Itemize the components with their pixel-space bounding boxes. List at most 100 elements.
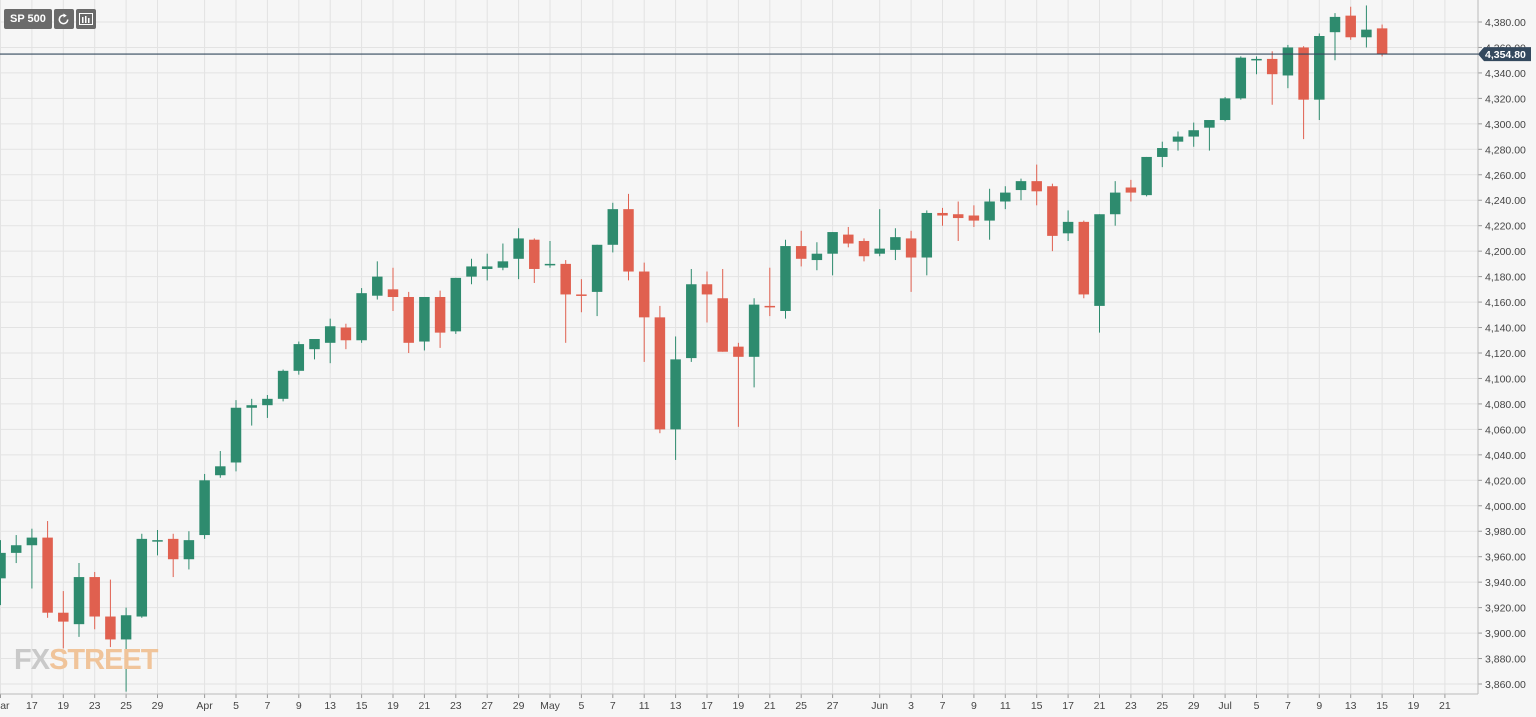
y-tick-label: 4,020.00 — [1485, 475, 1526, 487]
y-tick-label: 4,180.00 — [1485, 272, 1526, 284]
candle-up — [874, 209, 885, 257]
symbol-label[interactable]: SP 500 — [4, 9, 52, 29]
candle-body — [968, 215, 980, 221]
candle-body — [858, 240, 870, 257]
candle-body — [1094, 214, 1105, 306]
candle-up — [293, 341, 305, 375]
candle-up — [670, 336, 681, 460]
candle-up — [215, 451, 226, 478]
candle-body — [419, 296, 430, 342]
candle-up — [26, 528, 38, 589]
candle-up — [1000, 186, 1011, 210]
current-price: 4,354.80 — [0, 47, 1531, 62]
x-tick-label: 5 — [578, 700, 584, 712]
refresh-icon[interactable] — [53, 9, 74, 29]
candle-body — [1204, 120, 1215, 128]
candle-up — [686, 268, 697, 362]
y-tick-label: 4,280.00 — [1485, 144, 1526, 156]
candle-up — [277, 369, 289, 402]
candles — [0, 5, 1388, 692]
candle-body — [670, 359, 681, 430]
x-tick-label: 15 — [356, 700, 368, 712]
candle-up — [1314, 33, 1325, 121]
candle-body — [513, 238, 524, 259]
candle-body — [434, 296, 446, 333]
candle-body — [199, 480, 210, 536]
candle-down — [1266, 51, 1278, 105]
candle-up — [1204, 120, 1215, 151]
candle-up — [748, 298, 760, 388]
candle-body — [372, 276, 383, 296]
x-tick-label: Apr — [196, 700, 213, 712]
candle-down — [1345, 6, 1356, 40]
y-tick-label: 3,880.00 — [1485, 654, 1526, 666]
current-price-tag: 4,354.80 — [1478, 47, 1531, 62]
x-tick-label: 7 — [1285, 700, 1291, 712]
x-tick-label: 25 — [120, 700, 132, 712]
candle-body — [120, 615, 132, 640]
candle-up — [419, 296, 430, 351]
y-tick-label: 3,960.00 — [1485, 552, 1526, 564]
x-tick-label: 9 — [296, 700, 302, 712]
candle-body — [89, 577, 100, 617]
candle-down — [167, 533, 179, 578]
candle-up — [921, 210, 933, 276]
candle-body — [827, 232, 838, 254]
x-tick-label: 29 — [513, 700, 525, 712]
candle-up — [1094, 214, 1105, 333]
chart-settings-icon[interactable] — [75, 9, 96, 29]
candle-body — [607, 209, 619, 245]
candle-down — [340, 323, 352, 350]
y-tick-label: 4,080.00 — [1485, 399, 1526, 411]
candle-down — [1047, 183, 1058, 252]
x-tick-label: Mar — [0, 700, 10, 712]
candle-down — [905, 230, 917, 292]
x-tick-label: 25 — [1156, 700, 1168, 712]
candle-up — [827, 232, 838, 276]
candle-body — [890, 237, 901, 250]
candle-body — [591, 244, 603, 292]
candle-body — [1109, 192, 1121, 215]
candle-up — [152, 529, 163, 556]
x-tick-label: 27 — [827, 700, 839, 712]
candle-up — [780, 239, 791, 319]
candle-down — [654, 305, 666, 434]
x-tick-label: 15 — [1031, 700, 1043, 712]
x-tick-label: 13 — [1345, 700, 1357, 712]
candle-down — [58, 591, 69, 649]
candle-up — [230, 400, 242, 472]
y-tick-label: 4,240.00 — [1485, 195, 1526, 207]
candle-body — [748, 304, 760, 357]
candle-body — [1298, 47, 1309, 100]
candle-body — [576, 294, 587, 296]
candle-body — [560, 263, 571, 295]
x-tick-label: 19 — [1408, 700, 1420, 712]
y-tick-label: 4,220.00 — [1485, 221, 1526, 233]
x-tick-label: 21 — [1439, 700, 1451, 712]
candle-down — [560, 260, 571, 343]
x-tick-label: 23 — [1125, 700, 1137, 712]
candle-body — [1251, 58, 1262, 61]
candle-body — [1329, 16, 1341, 33]
candle-up — [1062, 210, 1074, 241]
candle-body — [105, 616, 116, 640]
candle-body — [654, 317, 666, 430]
candle-down — [717, 268, 728, 352]
candle-body — [10, 545, 22, 553]
x-tick-label: 21 — [1094, 700, 1106, 712]
candle-body — [874, 248, 885, 254]
y-tick-label: 3,900.00 — [1485, 628, 1526, 640]
y-tick-label: 4,340.00 — [1485, 68, 1526, 80]
candle-up — [544, 240, 556, 268]
candle-down — [968, 205, 980, 227]
candle-up — [183, 531, 195, 570]
x-tick-label: May — [540, 700, 561, 712]
candle-down — [1031, 164, 1042, 206]
candle-up — [811, 242, 823, 271]
grid — [0, 0, 1478, 694]
x-tick-label: 29 — [152, 700, 164, 712]
candle-body — [230, 407, 242, 463]
candle-down — [42, 521, 53, 618]
candle-body — [73, 577, 85, 625]
